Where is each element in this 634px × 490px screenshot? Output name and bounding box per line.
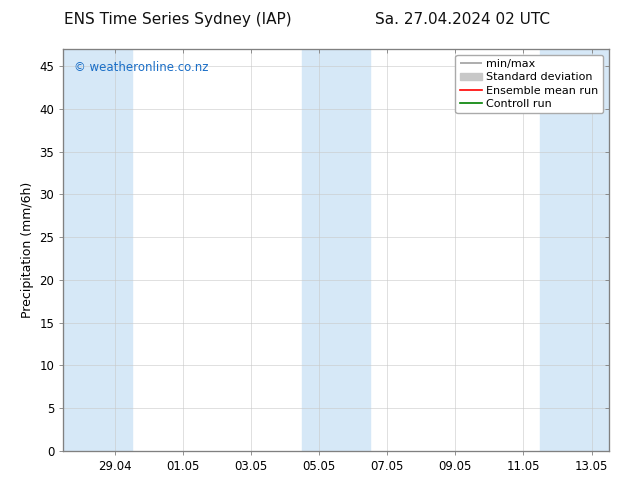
Bar [302, 49, 370, 451]
Bar [540, 49, 609, 451]
Text: © weatheronline.co.nz: © weatheronline.co.nz [74, 61, 209, 74]
Y-axis label: Precipitation (mm/6h): Precipitation (mm/6h) [21, 182, 34, 318]
Legend: min/max, Standard deviation, Ensemble mean run, Controll run: min/max, Standard deviation, Ensemble me… [455, 54, 603, 114]
Bar [63, 49, 132, 451]
Text: ENS Time Series Sydney (IAP): ENS Time Series Sydney (IAP) [63, 12, 292, 27]
Text: Sa. 27.04.2024 02 UTC: Sa. 27.04.2024 02 UTC [375, 12, 550, 27]
